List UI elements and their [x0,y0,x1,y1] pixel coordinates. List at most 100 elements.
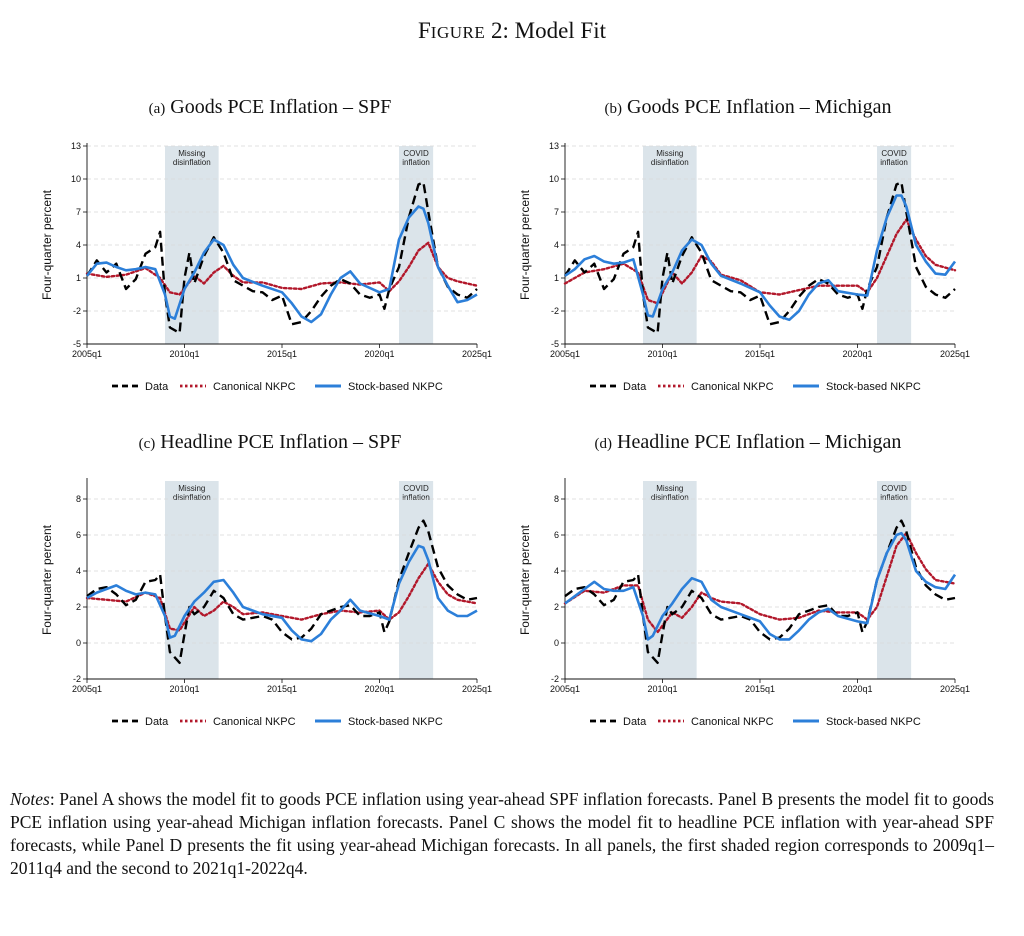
x-tick-label: 2025q1 [940,684,970,694]
panel-title: (b) Goods PCE Inflation – Michigan [604,96,892,118]
legend-label: Data [145,381,169,393]
legend-label: Stock-based NKPC [826,716,921,728]
x-tick-label: 2025q1 [462,684,492,694]
x-tick-label: 2010q1 [647,684,677,694]
x-tick-label: 2020q1 [364,684,394,694]
figure-title: FIGURE 2: Model Fit [417,18,606,43]
y-tick-label: 1 [554,273,559,283]
panel-title: (a) Goods PCE Inflation – SPF [148,96,392,118]
x-tick-label: 2025q1 [940,349,970,359]
legend-label: Data [623,381,647,393]
y-tick-label: 10 [71,174,81,184]
x-tick-label: 2005q1 [550,349,580,359]
y-tick-label: 7 [76,207,81,217]
y-axis-label: Four-quarter percent [518,189,532,300]
series-line-data [85,181,478,335]
panel-title: (c) Headline PCE Inflation – SPF [138,431,402,453]
x-tick-label: 2020q1 [842,684,872,694]
series-line-canonical-nkpc [563,532,957,634]
series-line-stock-based-nkpc [85,205,478,324]
y-tick-label: -5 [551,339,559,349]
x-tick-label: 2010q1 [169,684,199,694]
shaded-region-label: Missing [178,149,205,158]
shaded-region-label: inflation [402,493,430,502]
series-line-data [564,519,956,664]
shaded-region [165,481,219,679]
shaded-region [877,481,912,679]
legend-label: Data [145,716,169,728]
panel-a: (a) Goods PCE Inflation – SPF Missing dis… [30,96,510,426]
legend-label: Canonical NKPC [213,381,296,393]
shaded-region-label: Missing [178,484,205,493]
x-tick-label: 2015q1 [745,349,775,359]
series-line-stock-based-nkpc [86,544,478,643]
y-tick-label: 2 [554,602,559,612]
y-tick-label: 4 [76,566,81,576]
x-tick-label: 2020q1 [842,349,872,359]
y-axis-label: Four-quarter percent [40,189,54,300]
x-tick-label: 2010q1 [169,349,199,359]
y-tick-label: -5 [73,339,81,349]
y-tick-label: 4 [554,566,559,576]
legend-label: Canonical NKPC [213,716,296,728]
y-tick-label: -2 [551,674,559,684]
y-tick-label: 4 [76,240,81,250]
panel-c: (c) Headline PCE Inflation – SPF Missing… [30,431,510,761]
series-line-stock-based-nkpc [564,194,957,322]
shaded-region-label: COVID [881,484,907,493]
y-tick-label: 0 [554,638,559,648]
x-tick-label: 2015q1 [267,684,297,694]
series-line-data [86,519,478,664]
y-tick-label: 8 [554,494,559,504]
y-tick-label: -2 [73,306,81,316]
y-axis-label: Four-quarter percent [518,524,532,635]
y-tick-label: 6 [76,530,81,540]
x-tick-label: 2025q1 [462,349,492,359]
y-tick-label: 13 [549,141,559,151]
x-tick-label: 2005q1 [550,684,580,694]
x-tick-label: 2020q1 [364,349,394,359]
legend-label: Canonical NKPC [691,381,774,393]
series-line-data [563,181,956,335]
panel-b: (b) Goods PCE Inflation – Michigan Missi… [508,96,988,426]
y-tick-label: 1 [76,273,81,283]
y-tick-label: 2 [76,602,81,612]
y-tick-label: 6 [554,530,559,540]
x-tick-label: 2015q1 [267,349,297,359]
shaded-region [643,481,697,679]
series-line-canonical-nkpc [85,241,479,296]
legend-label: Stock-based NKPC [826,381,921,393]
x-tick-label: 2010q1 [647,349,677,359]
y-tick-label: 8 [76,494,81,504]
legend-label: Data [623,716,647,728]
shaded-region [399,481,434,679]
y-tick-label: -2 [551,306,559,316]
y-tick-label: -2 [73,674,81,684]
shaded-region-label: disinflation [651,493,689,502]
x-tick-label: 2005q1 [72,349,102,359]
shaded-region-label: Missing [656,149,683,158]
y-tick-label: 4 [554,240,559,250]
shaded-region-label: COVID [403,484,429,493]
y-tick-label: 13 [71,141,81,151]
legend-label: Stock-based NKPC [348,381,443,393]
shaded-region-label: COVID [403,149,429,158]
y-tick-label: 7 [554,207,559,217]
shaded-region-label: inflation [402,158,430,167]
x-tick-label: 2005q1 [72,684,102,694]
panel-title: (d) Headline PCE Inflation – Michigan [594,431,902,453]
x-tick-label: 2015q1 [745,684,775,694]
notes-label: Notes [10,789,50,809]
legend-label: Stock-based NKPC [348,716,443,728]
legend-label: Canonical NKPC [691,716,774,728]
panel-d: (d) Headline PCE Inflation – Michigan Mi… [508,431,988,761]
y-axis-label: Four-quarter percent [40,524,54,635]
notes-text: : Panel A shows the model fit to goods P… [10,789,994,878]
shaded-region-label: disinflation [651,158,689,167]
shaded-region-label: inflation [880,493,908,502]
shaded-region-label: COVID [881,149,907,158]
